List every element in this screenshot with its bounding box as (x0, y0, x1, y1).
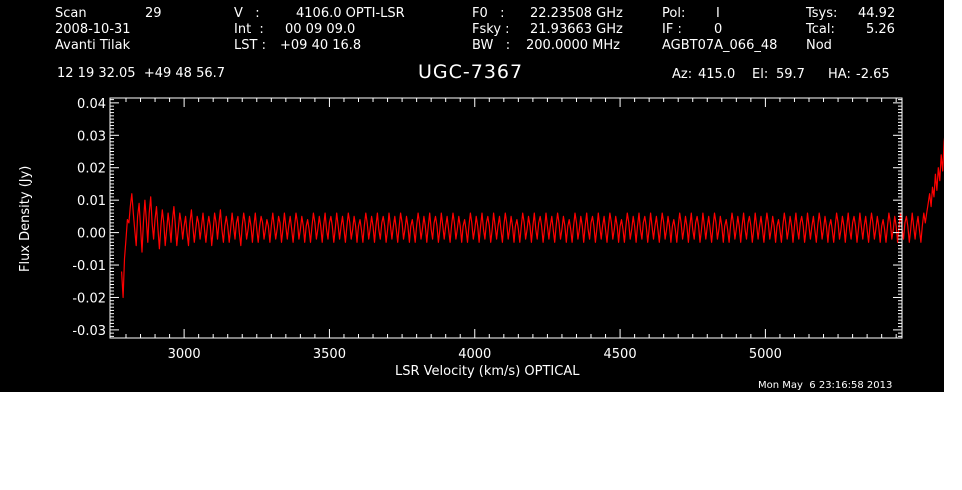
lst-label: LST : (234, 38, 266, 53)
plot-timestamp: Mon May 6 23:16:58 2013 (758, 380, 893, 391)
elevation-label: El: (752, 67, 769, 82)
integration-label: Int : (234, 22, 264, 37)
lst-value: +09 40 16.8 (280, 38, 362, 53)
observation-date: 2008-10-31 (55, 22, 131, 37)
y-tick-label: 0.02 (77, 162, 106, 177)
hour-angle-label: HA: (828, 67, 851, 82)
scan-label: Scan (55, 6, 87, 21)
y-tick-label: -0.03 (72, 324, 106, 339)
sky-frequency-value: 21.93663 GHz (530, 22, 623, 37)
integration-value: 00 09 09.0 (285, 22, 356, 37)
observing-mode: Nod (806, 38, 832, 53)
y-tick-label: 0.04 (77, 97, 106, 112)
rest-frequency-value: 22.23508 GHz (530, 6, 623, 21)
bandwidth-value: 200.0000 MHz (526, 38, 620, 53)
y-tick-label: -0.02 (72, 291, 106, 306)
spectrum-chart: 3000 3500 4000 4500 5000 -0.03 -0.02 -0.01 0.00 0… (72, 97, 944, 362)
chart-title: UGC-7367 (418, 61, 524, 83)
azimuth-value: 415.0 (698, 67, 736, 82)
x-tick-label: 4500 (604, 347, 637, 362)
if-value: 0 (714, 22, 723, 37)
x-tick-label: 3000 (168, 347, 201, 362)
if-label: IF : (662, 22, 682, 37)
y-tick-label: 0.01 (77, 194, 106, 209)
hour-angle-value: -2.65 (856, 67, 890, 82)
polarization-label: Pol: (662, 6, 686, 21)
project-id: AGBT07A_066_48 (662, 38, 778, 53)
x-tick-label: 5000 (749, 347, 782, 362)
tcal-value: 5.26 (866, 22, 895, 37)
azimuth-label: Az: (672, 67, 693, 82)
y-tick-label: -0.01 (72, 259, 106, 274)
spectrum-trace (121, 137, 944, 299)
axis-layer: 3000 3500 4000 4500 5000 -0.03 -0.02 -0.01 0.00 0… (72, 97, 903, 362)
scan-number: 29 (145, 6, 162, 21)
observer-name: Avanti Tilak (55, 38, 131, 53)
y-tick-label: 0.03 (77, 129, 106, 144)
y-tick-label: 0.00 (77, 227, 106, 242)
plot-frame (109, 97, 903, 339)
sky-frequency-label: Fsky : (472, 22, 510, 37)
tsys-value: 44.92 (858, 6, 896, 21)
velocity-label: V : (234, 6, 260, 21)
polarization-value: I (716, 6, 720, 21)
elevation-value: 59.7 (776, 67, 805, 82)
rest-frequency-label: F0 : (472, 6, 505, 21)
tcal-label: Tcal: (806, 22, 835, 37)
tsys-label: Tsys: (806, 6, 838, 21)
spectrum-panel: Scan 29 2008-10-31 Avanti Tilak V : 4106… (0, 0, 944, 392)
velocity-value: 4106.0 OPTI-LSR (296, 6, 405, 21)
source-coordinates: 12 19 32.05 +49 48 56.7 (57, 66, 226, 81)
x-tick-label: 4000 (458, 347, 491, 362)
x-axis-label: LSR Velocity (km/s) OPTICAL (395, 364, 580, 379)
y-axis-label: Flux Density (Jy) (18, 165, 33, 272)
x-tick-label: 3500 (313, 347, 346, 362)
trace-layer (121, 137, 944, 299)
bandwidth-label: BW : (472, 38, 511, 53)
